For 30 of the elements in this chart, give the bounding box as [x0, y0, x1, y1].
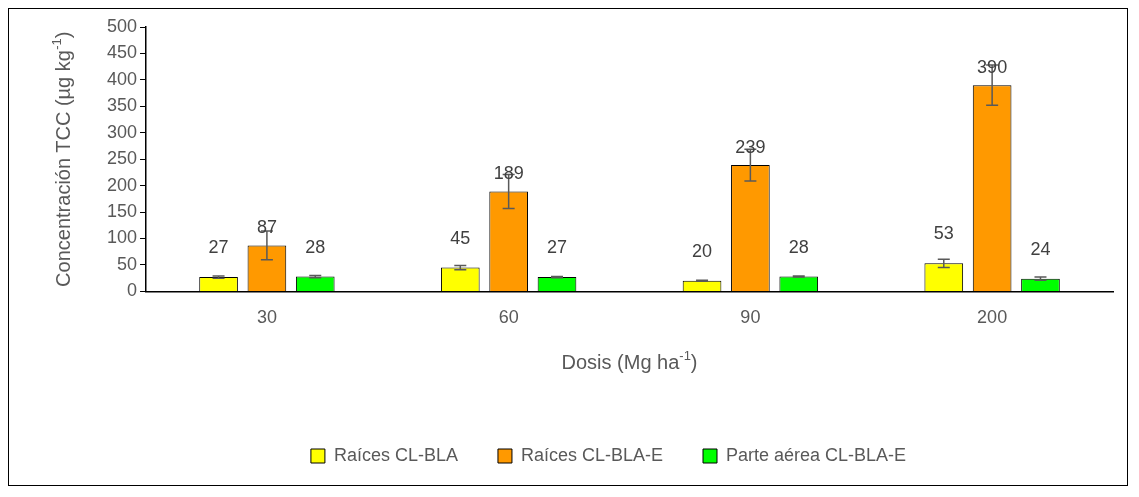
y-tick-label: 0 — [127, 280, 138, 301]
y-tick-label: 300 — [106, 121, 138, 142]
y-axis-title: Concentración TCC (µg kg-1) — [48, 31, 74, 287]
legend-label: Raíces CL-BLA — [333, 444, 458, 465]
data-label: 20 — [692, 240, 713, 261]
x-tick-label: 60 — [498, 307, 519, 328]
data-label: 45 — [450, 227, 471, 248]
data-label: 189 — [493, 163, 524, 184]
x-tick-label: 90 — [740, 307, 761, 328]
y-tick-label: 500 — [106, 15, 138, 36]
y-tick-label: 450 — [106, 42, 138, 63]
x-tick-label: 30 — [256, 307, 277, 328]
y-tick-label: 350 — [106, 95, 138, 116]
legend-label: Raíces CL-BLA-E — [520, 444, 664, 465]
y-tick-label: 150 — [106, 201, 138, 222]
y-tick-label: 250 — [106, 148, 138, 169]
data-label: 239 — [735, 136, 766, 157]
y-tick-label: 100 — [106, 227, 138, 248]
data-label: 27 — [208, 237, 229, 258]
data-label: 24 — [1030, 238, 1051, 259]
data-label: 390 — [977, 57, 1008, 78]
y-tick-label: 50 — [117, 253, 138, 274]
x-tick-label: 200 — [977, 307, 1008, 328]
data-label: 53 — [933, 223, 954, 244]
data-label: 27 — [546, 237, 568, 258]
y-tick-label: 400 — [106, 68, 138, 89]
data-label: 28 — [305, 236, 326, 257]
data-label: 28 — [788, 236, 809, 257]
legend-label: Parte aérea CL-BLA-E — [726, 444, 907, 465]
y-tick-label: 200 — [106, 174, 138, 195]
